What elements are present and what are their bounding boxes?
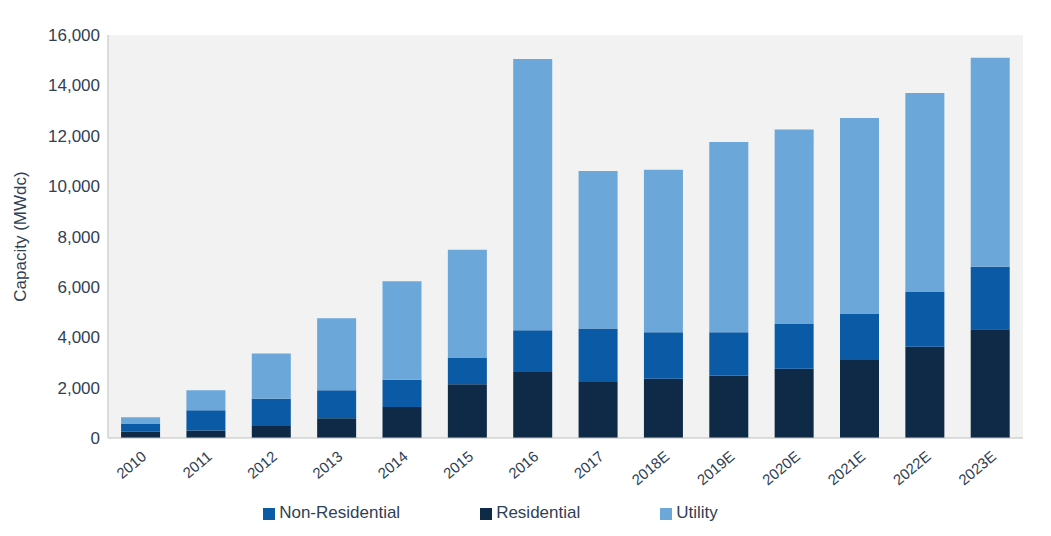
svg-text:2015: 2015 [440,447,476,481]
svg-text:2018E: 2018E [628,447,672,488]
svg-text:8,000: 8,000 [57,228,100,247]
svg-text:2021E: 2021E [824,447,868,488]
svg-text:14,000: 14,000 [48,76,100,95]
svg-text:2020E: 2020E [759,447,803,488]
html-text:Residential: Residential [496,503,581,522]
svg-text:2019E: 2019E [694,447,738,488]
svg-text:2011: 2011 [179,447,215,481]
svg-text:6,000: 6,000 [57,278,100,297]
svg-text:2,000: 2,000 [57,379,100,398]
svg-text:2022E: 2022E [890,447,934,488]
svg-text:2012: 2012 [244,447,280,481]
svg-text:2017: 2017 [570,447,606,481]
svg-text:12,000: 12,000 [48,127,100,146]
svg-text:2014: 2014 [374,447,410,481]
svg-text:16,000: 16,000 [48,26,100,45]
svg-text:4,000: 4,000 [57,328,100,347]
svg-text:2013: 2013 [309,447,345,481]
svg-text:10,000: 10,000 [48,177,100,196]
svg-text:2023E: 2023E [955,447,999,488]
svg-text:2016: 2016 [505,447,541,481]
svg-text:2010: 2010 [113,447,149,481]
svg-text:Capacity (MWdc): Capacity (MWdc) [11,171,30,301]
html-text:Non-Residential: Non-Residential [279,503,401,522]
html-text:Utility: Utility [676,503,718,522]
svg-text:0: 0 [91,429,100,448]
